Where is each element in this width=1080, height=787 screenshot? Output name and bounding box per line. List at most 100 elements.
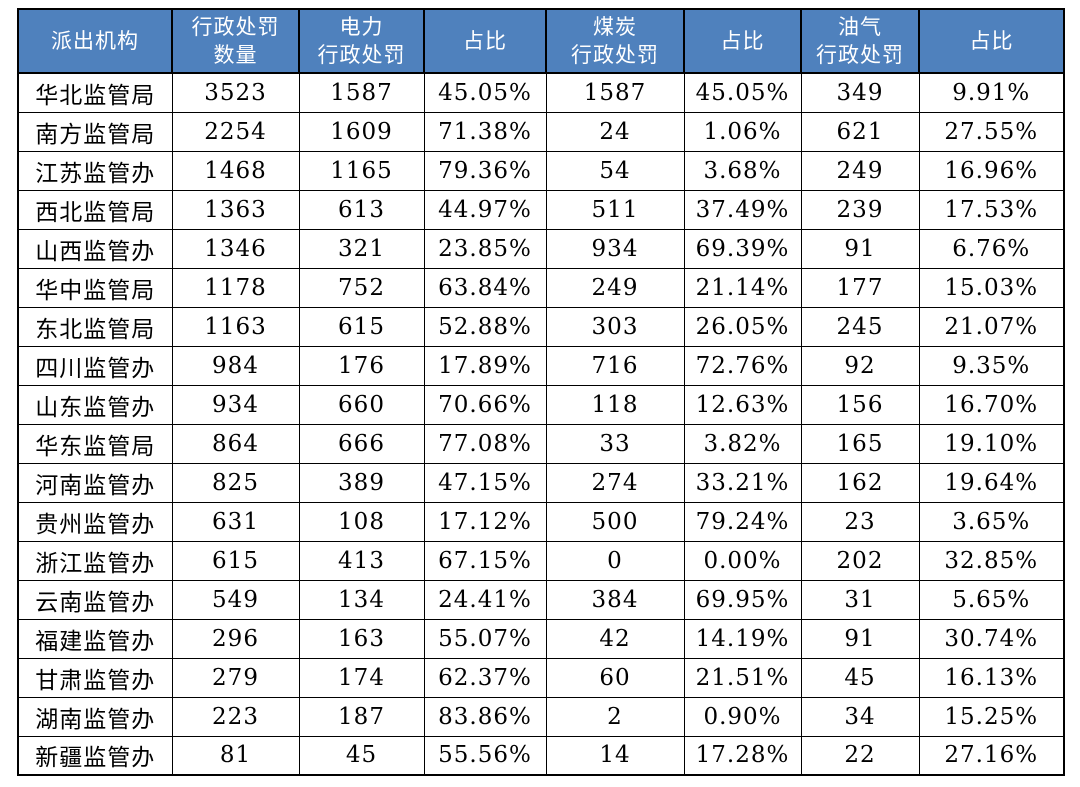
value-cell: 384	[545, 579, 685, 620]
table-row: 山西监管办 1346 321 23.85% 934 69.39% 91 6.76%	[17, 228, 1065, 269]
value-cell: 14.19%	[683, 618, 802, 659]
value-cell: 1609	[298, 111, 425, 152]
value-cell: 17.12%	[423, 501, 547, 542]
value-cell: 21.07%	[918, 306, 1065, 347]
value-cell: 9.35%	[918, 345, 1065, 386]
value-cell: 249	[545, 267, 685, 308]
value-cell: 23.85%	[423, 228, 547, 269]
value-cell: 349	[800, 72, 920, 113]
value-cell: 274	[545, 462, 685, 503]
value-cell: 1363	[171, 189, 300, 230]
value-cell: 17.53%	[918, 189, 1065, 230]
value-cell: 6.76%	[918, 228, 1065, 269]
value-cell: 613	[298, 189, 425, 230]
column-header: 占比	[423, 8, 547, 74]
value-cell: 1165	[298, 150, 425, 191]
value-cell: 2254	[171, 111, 300, 152]
column-header: 煤炭 行政处罚	[545, 8, 685, 74]
value-cell: 223	[171, 696, 300, 737]
value-cell: 3.82%	[683, 423, 802, 464]
table-row: 湖南监管办 223 187 83.86% 2 0.90% 34 15.25%	[17, 696, 1065, 737]
value-cell: 3.65%	[918, 501, 1065, 542]
value-cell: 0.90%	[683, 696, 802, 737]
value-cell: 17.28%	[683, 735, 802, 776]
value-cell: 752	[298, 267, 425, 308]
value-cell: 0	[545, 540, 685, 581]
table-row: 浙江监管办 615 413 67.15% 0 0.00% 202 32.85%	[17, 540, 1065, 581]
column-header: 电力 行政处罚	[298, 8, 425, 74]
value-cell: 165	[800, 423, 920, 464]
value-cell: 91	[800, 618, 920, 659]
table-row: 东北监管局 1163 615 52.88% 303 26.05% 245 21.07%	[17, 306, 1065, 347]
value-cell: 16.70%	[918, 384, 1065, 425]
agency-cell: 湖南监管办	[17, 696, 173, 737]
agency-cell: 山西监管办	[17, 228, 173, 269]
value-cell: 716	[545, 345, 685, 386]
value-cell: 23	[800, 501, 920, 542]
value-cell: 47.15%	[423, 462, 547, 503]
column-header: 派出机构	[17, 8, 173, 74]
value-cell: 321	[298, 228, 425, 269]
value-cell: 67.15%	[423, 540, 547, 581]
table-body: 华北监管局 3523 1587 45.05% 1587 45.05% 349 9.91% 南方监…	[17, 72, 1065, 776]
value-cell: 279	[171, 657, 300, 698]
column-header: 行政处罚 数量	[171, 8, 300, 74]
agency-cell: 贵州监管办	[17, 501, 173, 542]
table-row: 华北监管局 3523 1587 45.05% 1587 45.05% 349 9.91%	[17, 72, 1065, 113]
agency-cell: 西北监管局	[17, 189, 173, 230]
value-cell: 37.49%	[683, 189, 802, 230]
value-cell: 70.66%	[423, 384, 547, 425]
value-cell: 631	[171, 501, 300, 542]
table-row: 山东监管办 934 660 70.66% 118 12.63% 156 16.70%	[17, 384, 1065, 425]
value-cell: 1587	[545, 72, 685, 113]
value-cell: 9.91%	[918, 72, 1065, 113]
value-cell: 27.55%	[918, 111, 1065, 152]
value-cell: 24	[545, 111, 685, 152]
value-cell: 52.88%	[423, 306, 547, 347]
value-cell: 63.84%	[423, 267, 547, 308]
value-cell: 26.05%	[683, 306, 802, 347]
value-cell: 934	[545, 228, 685, 269]
value-cell: 511	[545, 189, 685, 230]
value-cell: 31	[800, 579, 920, 620]
value-cell: 16.13%	[918, 657, 1065, 698]
value-cell: 55.56%	[423, 735, 547, 776]
value-cell: 1178	[171, 267, 300, 308]
agency-cell: 浙江监管办	[17, 540, 173, 581]
table-row: 福建监管办 296 163 55.07% 42 14.19% 91 30.74%	[17, 618, 1065, 659]
value-cell: 0.00%	[683, 540, 802, 581]
value-cell: 549	[171, 579, 300, 620]
value-cell: 60	[545, 657, 685, 698]
value-cell: 14	[545, 735, 685, 776]
column-header: 占比	[918, 8, 1065, 74]
value-cell: 1163	[171, 306, 300, 347]
value-cell: 187	[298, 696, 425, 737]
agency-cell: 河南监管办	[17, 462, 173, 503]
value-cell: 21.51%	[683, 657, 802, 698]
value-cell: 33	[545, 423, 685, 464]
value-cell: 55.07%	[423, 618, 547, 659]
value-cell: 15.03%	[918, 267, 1065, 308]
value-cell: 34	[800, 696, 920, 737]
column-header: 占比	[683, 8, 802, 74]
value-cell: 91	[800, 228, 920, 269]
value-cell: 174	[298, 657, 425, 698]
agency-cell: 福建监管办	[17, 618, 173, 659]
value-cell: 45	[298, 735, 425, 776]
table-row: 华东监管局 864 666 77.08% 33 3.82% 165 19.10%	[17, 423, 1065, 464]
value-cell: 45.05%	[423, 72, 547, 113]
value-cell: 45.05%	[683, 72, 802, 113]
table-row: 甘肃监管办 279 174 62.37% 60 21.51% 45 16.13%	[17, 657, 1065, 698]
agency-cell: 华中监管局	[17, 267, 173, 308]
value-cell: 249	[800, 150, 920, 191]
table-row: 新疆监管办 81 45 55.56% 14 17.28% 22 27.16%	[17, 735, 1065, 776]
value-cell: 12.63%	[683, 384, 802, 425]
value-cell: 864	[171, 423, 300, 464]
value-cell: 500	[545, 501, 685, 542]
agency-cell: 山东监管办	[17, 384, 173, 425]
value-cell: 21.14%	[683, 267, 802, 308]
value-cell: 825	[171, 462, 300, 503]
value-cell: 44.97%	[423, 189, 547, 230]
value-cell: 162	[800, 462, 920, 503]
value-cell: 118	[545, 384, 685, 425]
